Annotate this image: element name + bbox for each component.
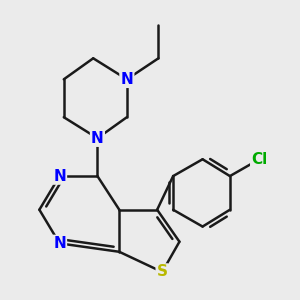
- Text: N: N: [53, 236, 66, 251]
- Text: N: N: [91, 131, 104, 146]
- Text: N: N: [121, 72, 133, 87]
- Text: Cl: Cl: [251, 152, 268, 167]
- Text: S: S: [157, 265, 168, 280]
- Text: N: N: [53, 169, 66, 184]
